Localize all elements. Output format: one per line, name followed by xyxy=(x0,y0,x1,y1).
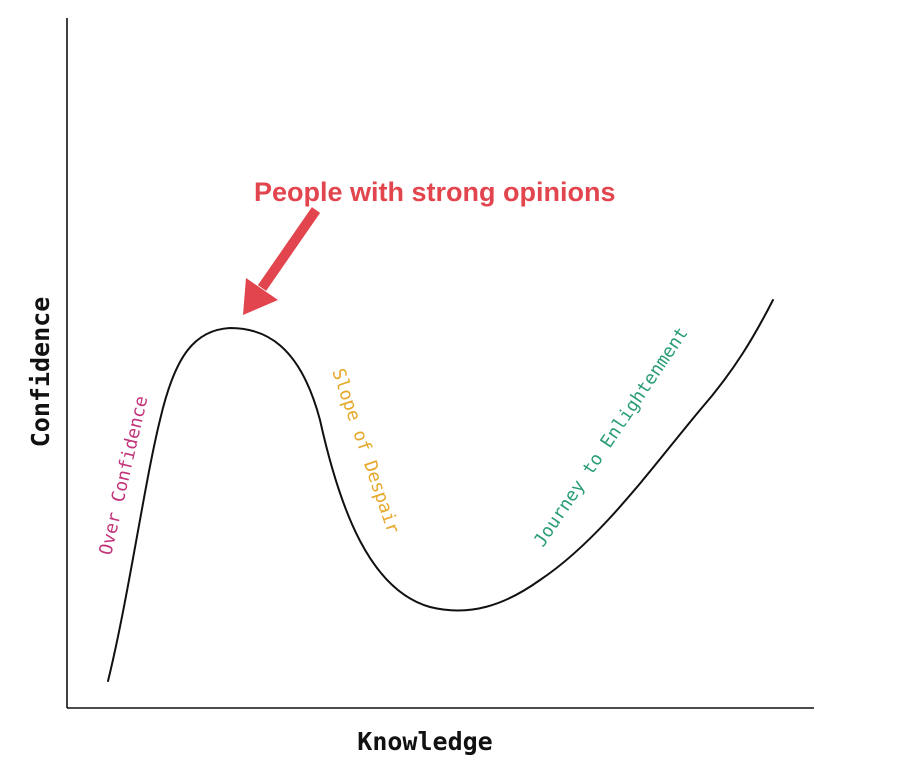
callout-arrow xyxy=(243,207,321,315)
callout-arrow-head xyxy=(243,278,278,315)
phase-label-slope-of-despair: Slope of Despair xyxy=(327,366,403,537)
confidence-curve xyxy=(107,299,774,682)
x-axis-label: Knowledge xyxy=(357,727,492,756)
phase-label-over-confidence: Over Confidence xyxy=(95,394,152,557)
y-axis-label: Confidence xyxy=(26,297,55,448)
callout-arrow-shaft xyxy=(257,207,321,291)
callout-text: People with strong opinions xyxy=(254,177,616,207)
